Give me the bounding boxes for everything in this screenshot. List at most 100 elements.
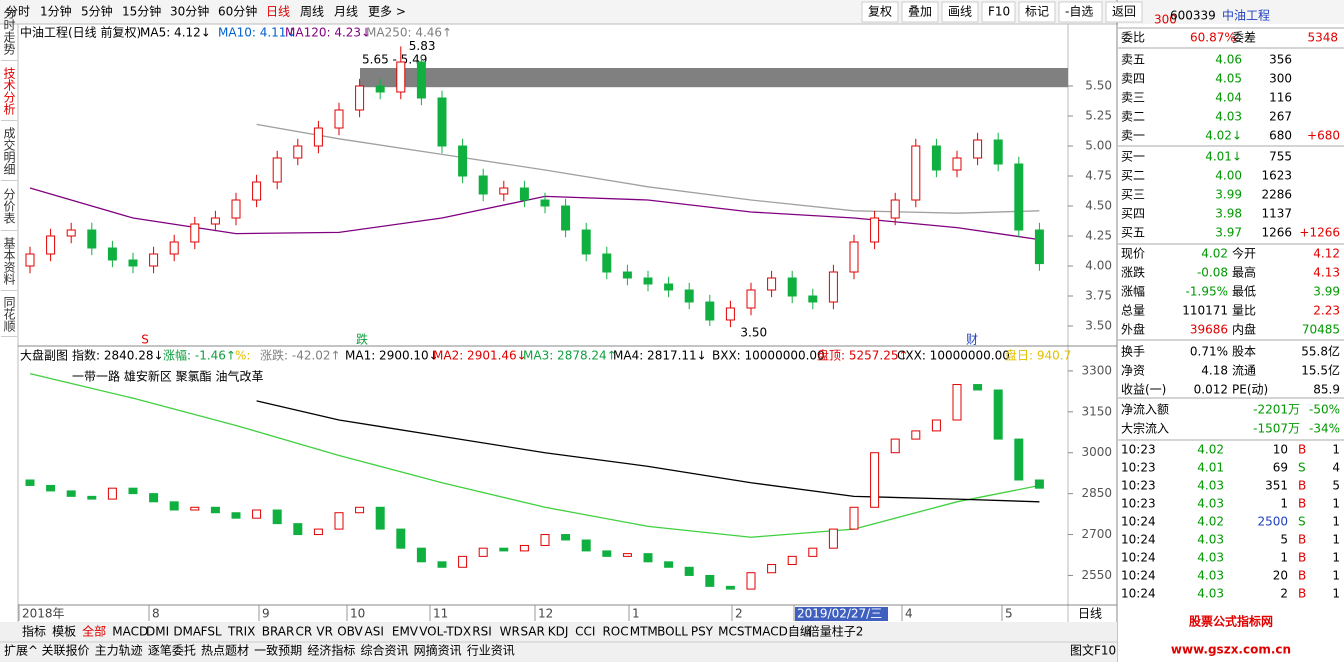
- date-label: 1: [632, 607, 640, 621]
- period-button[interactable]: 分时: [6, 5, 30, 19]
- candle-body: [561, 534, 571, 541]
- period-button[interactable]: 60分钟: [218, 4, 257, 19]
- info-tab[interactable]: 经济指标: [307, 643, 355, 658]
- event-marker: S: [141, 333, 149, 347]
- candle-body: [540, 534, 550, 546]
- indicator-tab[interactable]: EMV: [392, 625, 419, 639]
- indicator-tab[interactable]: WR: [500, 625, 520, 639]
- indicator-tab[interactable]: BOLL: [657, 625, 688, 639]
- candle-body: [293, 523, 303, 536]
- indicator-tab[interactable]: VR: [316, 625, 333, 639]
- indicator-tab[interactable]: BRAR: [262, 625, 295, 639]
- trade-count: 5: [1332, 479, 1340, 493]
- info-tab[interactable]: 网摘资讯: [414, 643, 462, 658]
- info-tab[interactable]: 一致预期: [254, 644, 302, 658]
- date-label: 10: [350, 607, 365, 621]
- indicator-tab[interactable]: CR: [295, 625, 312, 639]
- info-tab[interactable]: 逐笔委托: [148, 643, 196, 658]
- period-button[interactable]: 15分钟: [122, 4, 161, 19]
- indicator-tab[interactable]: FSL: [201, 625, 222, 639]
- legend-item: MA250: 4.46↑: [366, 26, 452, 40]
- period-button[interactable]: 更多 >: [368, 5, 406, 19]
- indicator-tab[interactable]: OBV: [337, 625, 363, 639]
- book-change: +1266: [1299, 226, 1340, 240]
- candle-body: [499, 547, 509, 552]
- info-tab[interactable]: 图文F10: [1070, 643, 1116, 658]
- tool-button[interactable]: 标记: [1025, 5, 1049, 19]
- tool-button-bg[interactable]: [861, 1, 899, 23]
- tool-button-bg[interactable]: [901, 1, 939, 23]
- date-label: 2018年: [22, 607, 65, 621]
- tool-button-bg[interactable]: [941, 1, 979, 23]
- candle-body: [375, 506, 385, 530]
- period-button[interactable]: 日线: [266, 5, 290, 19]
- book-price: 3.97: [1215, 226, 1242, 240]
- indicator-tab[interactable]: MCST: [718, 625, 752, 639]
- info-tab[interactable]: 主力轨迹: [95, 644, 143, 658]
- period-button[interactable]: 5分钟: [81, 4, 113, 19]
- flow-cell: 净流入额: [1121, 403, 1169, 417]
- tool-button-bg[interactable]: [1018, 1, 1056, 23]
- quote-cell: 最低: [1232, 285, 1256, 299]
- tool-button-bg[interactable]: [1105, 1, 1143, 23]
- period-button[interactable]: 1分钟: [40, 4, 72, 19]
- info-tab[interactable]: 综合资讯: [360, 643, 408, 658]
- candle-body: [643, 553, 653, 563]
- date-label: 8: [152, 607, 160, 621]
- info-tab[interactable]: 扩展^: [4, 644, 38, 658]
- side-tab[interactable]: 分时走势: [1, 2, 17, 61]
- candle-body: [87, 495, 97, 500]
- indicator-tab[interactable]: VOL-TDX: [419, 625, 471, 639]
- y-tick-label: 2550: [1081, 568, 1112, 582]
- candle-body: [499, 187, 509, 195]
- indicator-tab[interactable]: ROC: [602, 625, 628, 639]
- indicator-tab[interactable]: 倍量柱子2: [808, 624, 864, 639]
- indicator-tab[interactable]: MACD: [112, 625, 148, 639]
- indicator-tab[interactable]: TRIX: [227, 625, 255, 639]
- candle-body: [210, 506, 220, 514]
- indicator-tab[interactable]: KDJ: [548, 625, 569, 639]
- indicator-tab[interactable]: 模板: [52, 625, 76, 639]
- tool-button[interactable]: -自选: [1065, 5, 1093, 19]
- tool-button-bg[interactable]: [981, 1, 1016, 23]
- tool-button[interactable]: 叠加: [908, 5, 932, 19]
- side-tab[interactable]: 同花顺: [1, 292, 17, 337]
- indicator-tab[interactable]: RSI: [472, 625, 492, 639]
- tool-button[interactable]: F10: [988, 5, 1010, 19]
- side-tab[interactable]: 成交明细: [1, 122, 17, 181]
- candle-body: [684, 289, 694, 303]
- period-button[interactable]: 周线: [300, 5, 324, 19]
- candle-body: [416, 61, 426, 99]
- trade-price: 4.03: [1197, 569, 1224, 583]
- period-button[interactable]: 月线: [334, 5, 358, 19]
- info-tab[interactable]: 关联报价: [42, 643, 90, 658]
- side-tab[interactable]: 分价表: [1, 182, 17, 231]
- indicator-tab[interactable]: DMA: [173, 625, 202, 639]
- indicator-tab[interactable]: 全部: [82, 624, 106, 639]
- trade-count: 1: [1332, 497, 1340, 511]
- quote-cell: -1.95%: [1186, 285, 1228, 299]
- indicator-tab[interactable]: SAR: [520, 625, 544, 639]
- indicator-tab[interactable]: DMI: [146, 625, 169, 639]
- legend-item: MA5: 4.12↓: [140, 26, 211, 40]
- candle-body: [602, 550, 612, 557]
- candle-body: [272, 157, 282, 183]
- tool-button[interactable]: 返回: [1112, 5, 1136, 19]
- indicator-tab[interactable]: PSY: [691, 625, 714, 639]
- side-tab[interactable]: 技术分析: [1, 62, 17, 121]
- tool-button[interactable]: 复权: [868, 5, 892, 19]
- tool-button-bg[interactable]: [1058, 1, 1103, 23]
- trade-side: B: [1298, 587, 1306, 601]
- indicator-tab[interactable]: MACD自编: [752, 624, 812, 639]
- indicator-tab[interactable]: MTM: [630, 625, 658, 639]
- info-tab[interactable]: 热点题材: [201, 644, 249, 658]
- quote-cell: PE(动): [1232, 383, 1268, 397]
- indicator-tab[interactable]: CCI: [575, 625, 595, 639]
- info-tab[interactable]: 行业资讯: [467, 644, 515, 658]
- indicator-tab[interactable]: ASI: [365, 625, 384, 639]
- side-tab[interactable]: 基本资料: [1, 232, 17, 291]
- tool-button[interactable]: 画线: [948, 5, 972, 19]
- indicator-tab[interactable]: 指标: [22, 624, 46, 639]
- book-label: 买五: [1121, 226, 1145, 240]
- period-button[interactable]: 30分钟: [170, 4, 209, 19]
